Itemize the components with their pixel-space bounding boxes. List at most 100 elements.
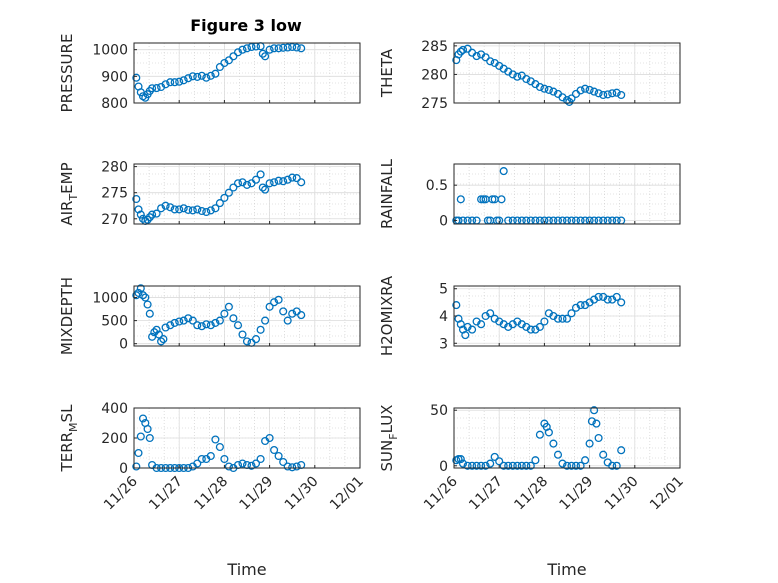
data-point bbox=[224, 188, 233, 197]
data-point bbox=[265, 179, 274, 188]
data-point bbox=[132, 194, 141, 204]
data-point bbox=[247, 461, 256, 470]
subplot-8: 0 50 SUNFLUX 11/26 11/27 11/28 11/29 11/30 12/01… bbox=[378, 403, 687, 579]
data-point bbox=[549, 439, 558, 448]
data-point bbox=[143, 424, 152, 434]
data-point bbox=[472, 52, 481, 61]
data-point bbox=[279, 177, 288, 186]
data-point bbox=[161, 201, 170, 210]
data-point bbox=[594, 292, 603, 301]
axes-box bbox=[133, 285, 361, 347]
data-point bbox=[251, 175, 261, 184]
data-point bbox=[522, 74, 531, 84]
data-point bbox=[211, 204, 220, 213]
data-point bbox=[157, 204, 166, 213]
data-point bbox=[157, 337, 166, 346]
data-point bbox=[486, 459, 495, 468]
subplot-7: 0 200 400 TERRMSL 11/26 11/27 11/28 11/29 11/30 1… bbox=[58, 401, 367, 579]
data-point bbox=[134, 448, 143, 458]
y-axis-label: PRESSURE bbox=[58, 34, 76, 113]
plot-area bbox=[134, 164, 360, 224]
x-tick-label: 11/29 bbox=[557, 474, 597, 514]
data-point bbox=[211, 69, 220, 78]
data-point bbox=[535, 430, 544, 439]
data-point bbox=[175, 317, 184, 326]
data-point bbox=[292, 462, 301, 471]
subplot-1: 800 900 1000 PRESSURE bbox=[58, 34, 361, 113]
data-point bbox=[152, 84, 161, 93]
data-point bbox=[145, 213, 154, 222]
data-point bbox=[599, 450, 608, 459]
data-point bbox=[590, 406, 599, 415]
data-point bbox=[161, 323, 170, 332]
data-point bbox=[463, 44, 472, 53]
data-point bbox=[233, 179, 243, 188]
data-point bbox=[220, 193, 229, 202]
data-point bbox=[567, 309, 576, 318]
x-tick-label: 11/30 bbox=[282, 474, 322, 514]
y-tick-label: 0 bbox=[119, 337, 128, 353]
data-point bbox=[206, 321, 215, 330]
x-tick-label: 12/01 bbox=[647, 474, 687, 514]
data-point bbox=[136, 432, 145, 441]
data-point bbox=[152, 325, 161, 334]
data-point bbox=[468, 325, 477, 334]
data-point bbox=[159, 335, 168, 344]
y-axis-label: RAINFALL bbox=[378, 158, 396, 229]
data-point bbox=[590, 87, 599, 96]
y-tick-label: 270 bbox=[101, 212, 128, 228]
y-tick-label: 275 bbox=[421, 96, 448, 112]
data-point bbox=[558, 314, 567, 323]
data-point bbox=[472, 461, 481, 470]
data-point bbox=[238, 178, 247, 187]
data-point bbox=[488, 195, 497, 204]
data-point bbox=[188, 206, 197, 215]
data-point bbox=[581, 84, 590, 93]
figure-title: Figure 3 low bbox=[190, 16, 302, 35]
data-point bbox=[256, 325, 265, 334]
data-point bbox=[220, 309, 229, 318]
y-tick-label: 280 bbox=[421, 67, 448, 83]
plot-area bbox=[454, 164, 680, 224]
axes-box bbox=[133, 163, 361, 225]
data-point bbox=[247, 42, 256, 52]
data-point bbox=[211, 318, 220, 327]
data-point bbox=[265, 433, 274, 443]
data-point bbox=[562, 314, 572, 323]
subplot-2: 275 280 285 THETA bbox=[378, 39, 681, 112]
data-point bbox=[279, 43, 288, 52]
data-point bbox=[612, 292, 621, 301]
data-point bbox=[603, 90, 612, 99]
y-axis-label: SUNFLUX bbox=[378, 405, 400, 472]
data-point bbox=[508, 70, 517, 79]
data-point bbox=[261, 316, 270, 325]
data-point bbox=[136, 284, 145, 293]
data-point bbox=[251, 459, 261, 468]
data-point bbox=[585, 85, 594, 94]
data-point bbox=[288, 309, 297, 318]
data-point bbox=[145, 433, 154, 443]
data-point bbox=[477, 320, 486, 329]
data-point bbox=[508, 461, 517, 470]
data-point bbox=[612, 88, 621, 97]
plot-area bbox=[134, 43, 360, 103]
data-point bbox=[179, 204, 188, 213]
y-tick-label: 1000 bbox=[92, 43, 128, 59]
data-point bbox=[166, 203, 175, 212]
y-tick-label: 285 bbox=[421, 39, 448, 55]
data-point bbox=[513, 72, 522, 81]
data-point bbox=[617, 90, 626, 100]
subplot-3: 270 275 280 AIRTEMP bbox=[58, 160, 361, 228]
data-point bbox=[152, 209, 161, 218]
data-point bbox=[456, 195, 465, 204]
data-point bbox=[544, 428, 553, 437]
data-point bbox=[279, 457, 288, 467]
axes-box bbox=[453, 407, 681, 469]
data-point bbox=[215, 62, 224, 72]
axes-box bbox=[453, 42, 681, 104]
data-point bbox=[206, 451, 215, 461]
axes-box bbox=[133, 42, 361, 104]
data-point bbox=[499, 167, 508, 176]
data-point bbox=[481, 53, 490, 62]
